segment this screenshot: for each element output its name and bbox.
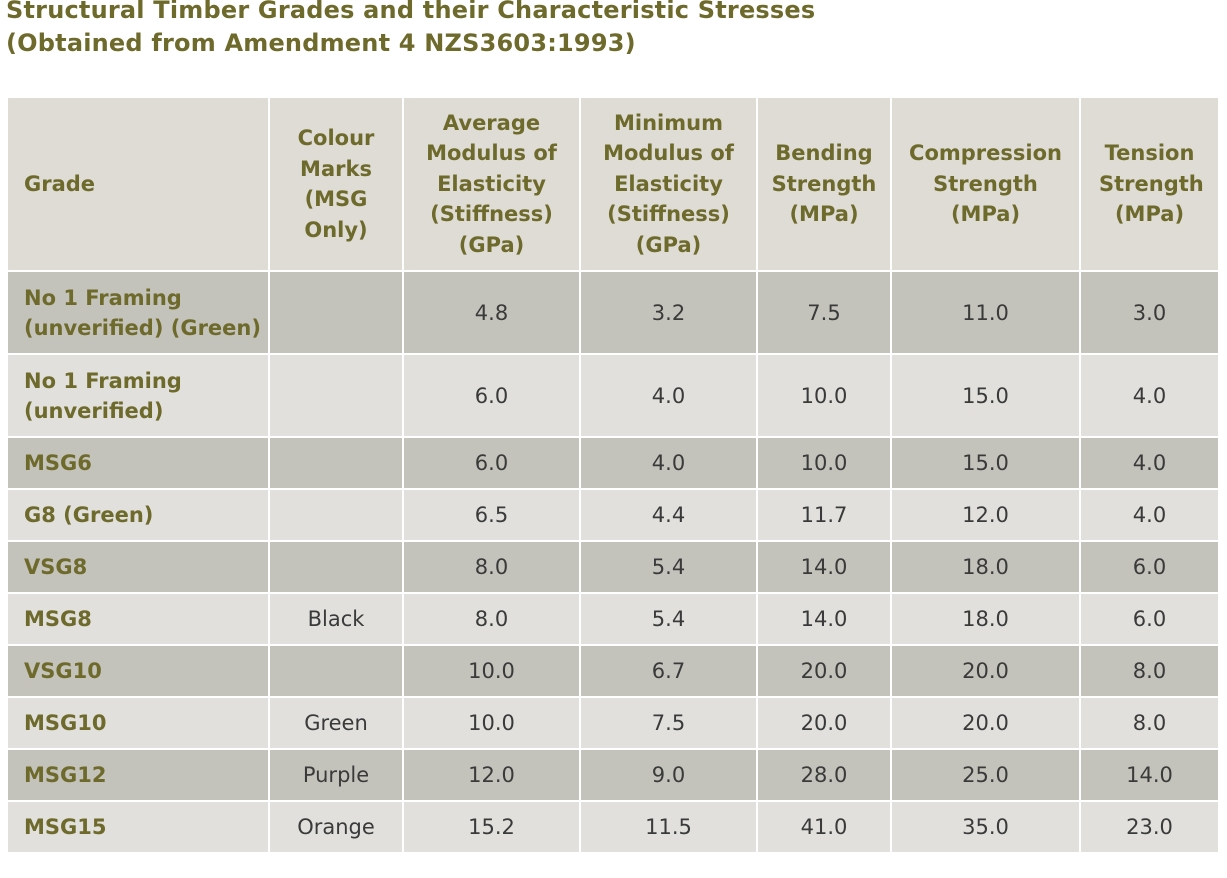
bending-strength-cell: 20.0 xyxy=(756,696,892,750)
table-row: MSG12 Purple 12.0 9.0 28.0 25.0 14.0 xyxy=(6,748,1220,802)
minimum-moe-cell: 6.7 xyxy=(579,644,758,698)
tension-strength-cell: 8.0 xyxy=(1079,696,1220,750)
colour-mark-cell: Green xyxy=(268,696,404,750)
title-line-2: (Obtained from Amendment 4 NZS3603:1993) xyxy=(6,29,636,57)
compression-strength-cell: 18.0 xyxy=(890,540,1081,594)
minimum-moe-cell: 5.4 xyxy=(579,592,758,646)
colour-mark-cell xyxy=(268,270,404,355)
grade-cell: No 1 Framing (unverified) xyxy=(6,353,270,438)
table-row: No 1 Framing (unverified) 6.0 4.0 10.0 1… xyxy=(6,353,1220,438)
compression-strength-cell: 15.0 xyxy=(890,353,1081,438)
average-moe-cell: 6.0 xyxy=(402,436,581,490)
minimum-moe-cell: 7.5 xyxy=(579,696,758,750)
grade-cell: VSG8 xyxy=(6,540,270,594)
compression-strength-cell: 11.0 xyxy=(890,270,1081,355)
colour-mark-cell xyxy=(268,436,404,490)
colour-mark-cell xyxy=(268,353,404,438)
compression-strength-cell: 15.0 xyxy=(890,436,1081,490)
grade-cell: MSG10 xyxy=(6,696,270,750)
colour-mark-cell: Purple xyxy=(268,748,404,802)
compression-strength-cell: 25.0 xyxy=(890,748,1081,802)
minimum-moe-cell: 9.0 xyxy=(579,748,758,802)
title-line-1: Structural Timber Grades and their Chara… xyxy=(6,0,816,24)
bending-strength-cell: 10.0 xyxy=(756,353,892,438)
compression-strength-cell: 20.0 xyxy=(890,644,1081,698)
tension-strength-cell: 6.0 xyxy=(1079,592,1220,646)
bending-strength-cell: 14.0 xyxy=(756,592,892,646)
average-moe-cell: 6.0 xyxy=(402,353,581,438)
table-row: G8 (Green) 6.5 4.4 11.7 12.0 4.0 xyxy=(6,488,1220,542)
column-header-colour-marks: Colour Marks (MSG Only) xyxy=(268,96,404,272)
colour-mark-cell: Black xyxy=(268,592,404,646)
compression-strength-cell: 18.0 xyxy=(890,592,1081,646)
compression-strength-cell: 20.0 xyxy=(890,696,1081,750)
table-row: MSG8 Black 8.0 5.4 14.0 18.0 6.0 xyxy=(6,592,1220,646)
column-header-average-moe: Average Modulus of Elasticity (Stiffness… xyxy=(402,96,581,272)
compression-strength-cell: 12.0 xyxy=(890,488,1081,542)
column-header-bending-strength: Bending Strength (MPa) xyxy=(756,96,892,272)
minimum-moe-cell: 4.4 xyxy=(579,488,758,542)
grade-cell: G8 (Green) xyxy=(6,488,270,542)
column-header-tension-strength: Tension Strength (MPa) xyxy=(1079,96,1220,272)
grade-cell: No 1 Framing (unverified) (Green) xyxy=(6,270,270,355)
tension-strength-cell: 8.0 xyxy=(1079,644,1220,698)
grade-cell: MSG15 xyxy=(6,800,270,854)
bending-strength-cell: 14.0 xyxy=(756,540,892,594)
minimum-moe-cell: 4.0 xyxy=(579,436,758,490)
bending-strength-cell: 11.7 xyxy=(756,488,892,542)
column-header-grade: Grade xyxy=(6,96,270,272)
average-moe-cell: 8.0 xyxy=(402,540,581,594)
table-row: VSG10 10.0 6.7 20.0 20.0 8.0 xyxy=(6,644,1220,698)
column-header-minimum-moe: Minimum Modulus of Elasticity (Stiffness… xyxy=(579,96,758,272)
bending-strength-cell: 10.0 xyxy=(756,436,892,490)
minimum-moe-cell: 4.0 xyxy=(579,353,758,438)
average-moe-cell: 4.8 xyxy=(402,270,581,355)
bending-strength-cell: 41.0 xyxy=(756,800,892,854)
minimum-moe-cell: 3.2 xyxy=(579,270,758,355)
page-title: Structural Timber Grades and their Chara… xyxy=(6,0,815,60)
tension-strength-cell: 4.0 xyxy=(1079,353,1220,438)
bending-strength-cell: 7.5 xyxy=(756,270,892,355)
minimum-moe-cell: 11.5 xyxy=(579,800,758,854)
colour-mark-cell xyxy=(268,540,404,594)
colour-mark-cell xyxy=(268,644,404,698)
grade-cell: MSG6 xyxy=(6,436,270,490)
grade-cell: VSG10 xyxy=(6,644,270,698)
average-moe-cell: 10.0 xyxy=(402,644,581,698)
compression-strength-cell: 35.0 xyxy=(890,800,1081,854)
colour-mark-cell xyxy=(268,488,404,542)
average-moe-cell: 12.0 xyxy=(402,748,581,802)
bending-strength-cell: 20.0 xyxy=(756,644,892,698)
average-moe-cell: 6.5 xyxy=(402,488,581,542)
tension-strength-cell: 3.0 xyxy=(1079,270,1220,355)
minimum-moe-cell: 5.4 xyxy=(579,540,758,594)
table-row: No 1 Framing (unverified) (Green) 4.8 3.… xyxy=(6,270,1220,355)
tension-strength-cell: 14.0 xyxy=(1079,748,1220,802)
tension-strength-cell: 6.0 xyxy=(1079,540,1220,594)
timber-grades-table: Grade Colour Marks (MSG Only) Average Mo… xyxy=(6,96,1220,854)
grade-cell: MSG8 xyxy=(6,592,270,646)
colour-mark-cell: Orange xyxy=(268,800,404,854)
average-moe-cell: 10.0 xyxy=(402,696,581,750)
grade-cell: MSG12 xyxy=(6,748,270,802)
tension-strength-cell: 4.0 xyxy=(1079,488,1220,542)
tension-strength-cell: 23.0 xyxy=(1079,800,1220,854)
header-row: Grade Colour Marks (MSG Only) Average Mo… xyxy=(6,96,1220,272)
average-moe-cell: 15.2 xyxy=(402,800,581,854)
column-header-compression-strength: Compression Strength (MPa) xyxy=(890,96,1081,272)
average-moe-cell: 8.0 xyxy=(402,592,581,646)
table-row: MSG15 Orange 15.2 11.5 41.0 35.0 23.0 xyxy=(6,800,1220,854)
table-row: MSG6 6.0 4.0 10.0 15.0 4.0 xyxy=(6,436,1220,490)
tension-strength-cell: 4.0 xyxy=(1079,436,1220,490)
table-row: VSG8 8.0 5.4 14.0 18.0 6.0 xyxy=(6,540,1220,594)
table-row: MSG10 Green 10.0 7.5 20.0 20.0 8.0 xyxy=(6,696,1220,750)
bending-strength-cell: 28.0 xyxy=(756,748,892,802)
